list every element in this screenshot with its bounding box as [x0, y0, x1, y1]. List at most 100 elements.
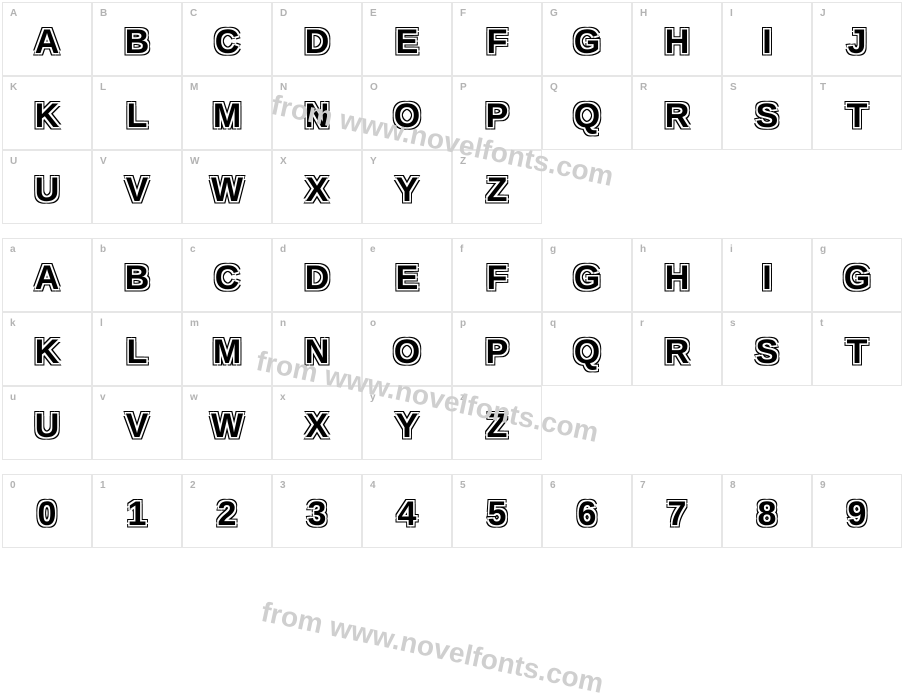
- cell-key-label: x: [280, 392, 286, 403]
- cell-glyph: S: [756, 99, 779, 133]
- cell-glyph: W: [211, 409, 243, 443]
- cell-glyph: T: [847, 335, 868, 369]
- glyph-cell: lL: [92, 312, 182, 386]
- glyph-cell: 55: [452, 474, 542, 548]
- glyph-cell: FF: [452, 2, 542, 76]
- cell-glyph: 9: [848, 497, 867, 531]
- cell-key-label: J: [820, 8, 826, 19]
- cell-key-label: z: [460, 392, 465, 403]
- cell-glyph: 3: [308, 497, 327, 531]
- cell-key-label: 4: [370, 480, 376, 491]
- cell-glyph: 4: [398, 497, 417, 531]
- cell-key-label: 9: [820, 480, 826, 491]
- cell-glyph: A: [35, 25, 60, 59]
- cell-glyph: N: [305, 99, 330, 133]
- cell-glyph: K: [35, 99, 60, 133]
- glyph-cell: zZ: [452, 386, 542, 460]
- cell-glyph: N: [305, 335, 330, 369]
- cell-glyph: 7: [668, 497, 687, 531]
- glyph-cell: JJ: [812, 2, 902, 76]
- glyph-cell: XX: [272, 150, 362, 224]
- glyph-cell: AA: [2, 2, 92, 76]
- cell-glyph: X: [306, 173, 329, 207]
- cell-key-label: b: [100, 244, 106, 255]
- cell-glyph: E: [396, 25, 419, 59]
- cell-glyph: L: [127, 335, 148, 369]
- glyph-cell: BB: [92, 2, 182, 76]
- cell-key-label: 3: [280, 480, 286, 491]
- cell-glyph: H: [665, 261, 690, 295]
- glyph-cell: 00: [2, 474, 92, 548]
- cell-glyph: Q: [574, 335, 600, 369]
- cell-key-label: 6: [550, 480, 556, 491]
- glyph-cell: ZZ: [452, 150, 542, 224]
- cell-key-label: S: [730, 82, 737, 93]
- glyph-cell: aA: [2, 238, 92, 312]
- cell-glyph: A: [35, 261, 60, 295]
- cell-key-label: g: [550, 244, 556, 255]
- glyph-cell: 88: [722, 474, 812, 548]
- cell-glyph: J: [848, 25, 867, 59]
- cell-key-label: p: [460, 318, 466, 329]
- cell-key-label: 8: [730, 480, 736, 491]
- cell-key-label: U: [10, 156, 18, 167]
- glyph-cell: dD: [272, 238, 362, 312]
- cell-glyph: W: [211, 173, 243, 207]
- glyph-cell: 77: [632, 474, 722, 548]
- cell-glyph: P: [486, 99, 509, 133]
- glyph-cell: 22: [182, 474, 272, 548]
- cell-key-label: s: [730, 318, 736, 329]
- glyph-cell: fF: [452, 238, 542, 312]
- cell-glyph: H: [665, 25, 690, 59]
- cell-key-label: G: [550, 8, 558, 19]
- cell-glyph: I: [762, 25, 771, 59]
- cell-glyph: L: [127, 99, 148, 133]
- cell-glyph: M: [213, 335, 241, 369]
- glyph-cell: iI: [722, 238, 812, 312]
- glyph-cell: tT: [812, 312, 902, 386]
- cell-glyph: S: [756, 335, 779, 369]
- cell-key-label: m: [190, 318, 199, 329]
- glyph-cell: KK: [2, 76, 92, 150]
- cell-key-label: i: [730, 244, 733, 255]
- glyph-cell: 33: [272, 474, 362, 548]
- glyph-cell: 99: [812, 474, 902, 548]
- cell-key-label: h: [640, 244, 646, 255]
- cell-glyph: Q: [574, 99, 600, 133]
- glyph-cell: LL: [92, 76, 182, 150]
- cell-glyph: Y: [396, 173, 419, 207]
- cell-key-label: B: [100, 8, 108, 19]
- glyph-cell: VV: [92, 150, 182, 224]
- cell-key-label: L: [100, 82, 106, 93]
- cell-key-label: o: [370, 318, 376, 329]
- cell-glyph: 1: [128, 497, 147, 531]
- glyph-cell: eE: [362, 238, 452, 312]
- cell-glyph: 2: [218, 497, 237, 531]
- cell-glyph: C: [215, 25, 240, 59]
- cell-glyph: V: [126, 409, 149, 443]
- glyph-cell: wW: [182, 386, 272, 460]
- cell-key-label: D: [280, 8, 288, 19]
- cell-glyph: Y: [396, 409, 419, 443]
- cell-key-label: 0: [10, 480, 16, 491]
- cell-key-label: C: [190, 8, 198, 19]
- cell-glyph: G: [574, 25, 600, 59]
- cell-glyph: D: [305, 25, 330, 59]
- glyph-cell: TT: [812, 76, 902, 150]
- cell-glyph: V: [126, 173, 149, 207]
- cell-glyph: F: [487, 261, 508, 295]
- cell-key-label: a: [10, 244, 16, 255]
- cell-glyph: 0: [38, 497, 57, 531]
- glyph-cell: 44: [362, 474, 452, 548]
- glyph-cell: EE: [362, 2, 452, 76]
- glyph-cell: UU: [2, 150, 92, 224]
- glyph-cell: gG: [542, 238, 632, 312]
- glyph-cell: 11: [92, 474, 182, 548]
- font-charmap: AABBCCDDEEFFGGHHIIJJKKLLMMNNOOPPQQRRSSTT…: [0, 0, 911, 668]
- glyph-cell: HH: [632, 2, 722, 76]
- glyph-cell: RR: [632, 76, 722, 150]
- cell-key-label: 7: [640, 480, 646, 491]
- cell-glyph: 8: [758, 497, 777, 531]
- cell-key-label: l: [100, 318, 103, 329]
- cell-key-label: Q: [550, 82, 558, 93]
